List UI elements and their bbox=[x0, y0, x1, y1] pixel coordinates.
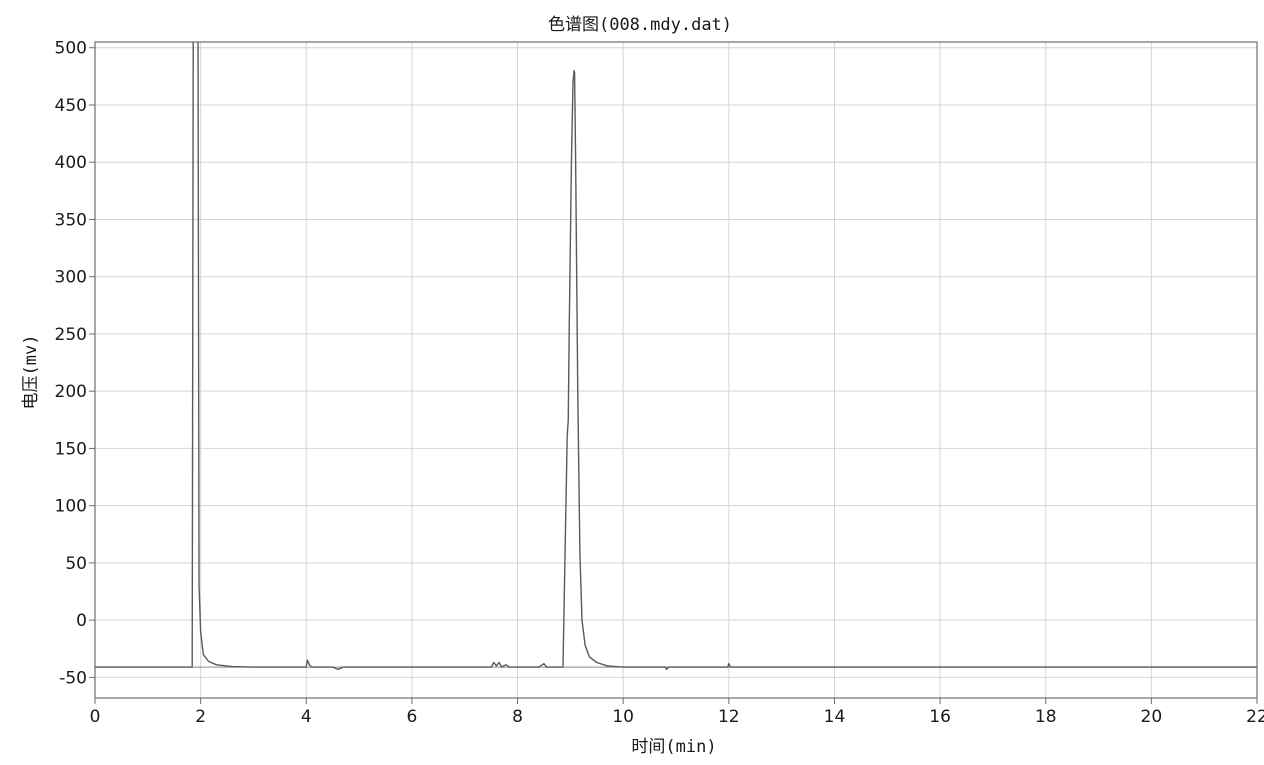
series-layer bbox=[95, 42, 1257, 671]
x-tick-label: 8 bbox=[512, 707, 523, 727]
y-tick-label: 450 bbox=[55, 96, 87, 116]
x-tick-label: 2 bbox=[195, 707, 206, 727]
x-tick-label: 10 bbox=[612, 707, 634, 727]
y-tick-label: 50 bbox=[65, 554, 87, 574]
y-tick-label: 100 bbox=[55, 497, 87, 517]
y-tick-label: 300 bbox=[55, 268, 87, 288]
x-tick-label: 0 bbox=[90, 707, 101, 727]
x-tick-label: 22 bbox=[1246, 707, 1264, 727]
y-axis-label: 电压(mv) bbox=[21, 335, 41, 410]
x-tick-label: 6 bbox=[406, 707, 417, 727]
x-tick-label: 18 bbox=[1035, 707, 1057, 727]
x-axis-ticks: 0 2 4 6 8 10 12 14 16 18 20 22 bbox=[90, 698, 1264, 727]
y-tick-label: 200 bbox=[55, 382, 87, 402]
x-tick-label: 12 bbox=[718, 707, 740, 727]
y-tick-label: -50 bbox=[59, 668, 87, 688]
y-tick-label: 250 bbox=[55, 325, 87, 345]
y-tick-label: 400 bbox=[55, 153, 87, 173]
y-axis-ticks: -50 0 50 100 150 200 250 300 350 400 450 500 bbox=[55, 39, 95, 688]
x-axis-label: 时间(min) bbox=[631, 737, 716, 757]
y-tick-label: 0 bbox=[76, 611, 87, 631]
plot-frame bbox=[94, 41, 1258, 699]
y-tick-label: 500 bbox=[55, 39, 87, 59]
x-tick-label: 20 bbox=[1141, 707, 1163, 727]
chart-title: 色谱图(008.mdy.dat) bbox=[548, 15, 732, 35]
y-tick-label: 150 bbox=[55, 439, 87, 459]
x-tick-label: 14 bbox=[824, 707, 846, 727]
y-tick-label: 350 bbox=[55, 210, 87, 230]
x-tick-label: 16 bbox=[929, 707, 951, 727]
series-line bbox=[95, 42, 1257, 671]
x-tick-label: 4 bbox=[301, 707, 312, 727]
